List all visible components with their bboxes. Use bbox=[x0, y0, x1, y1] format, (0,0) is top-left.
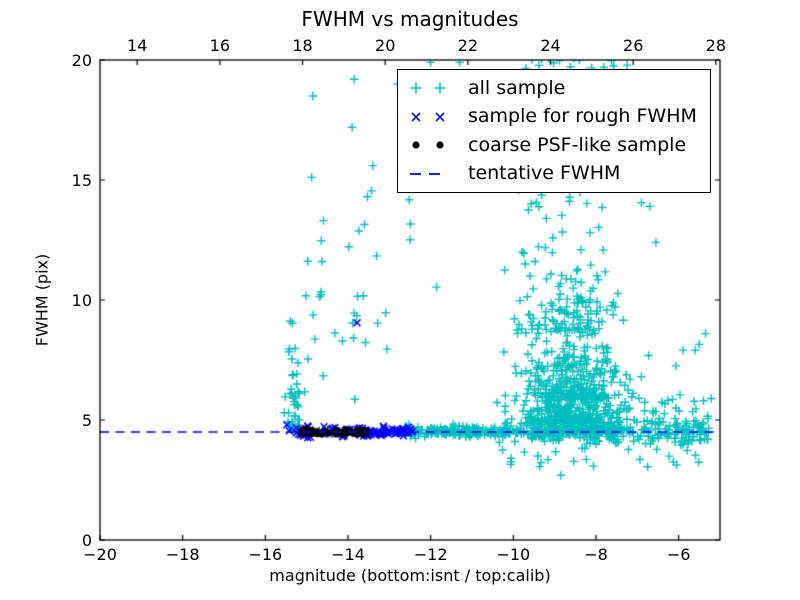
x-bottom-tick-label: −18 bbox=[165, 545, 200, 564]
x-top-tick-label: 28 bbox=[705, 36, 727, 55]
legend-label: all sample bbox=[468, 76, 566, 99]
x-top-tick-label: 20 bbox=[375, 36, 396, 55]
x-bottom-tick-label: −8 bbox=[584, 545, 608, 564]
x-bottom-tick-label: −16 bbox=[248, 545, 283, 564]
y-tick-label: 0 bbox=[81, 531, 92, 550]
x-bottom-tick-label: −20 bbox=[83, 545, 117, 564]
x-bottom-tick-label: −10 bbox=[496, 545, 531, 564]
x-bottom-tick-label: −6 bbox=[666, 545, 691, 564]
dashed-line-icon bbox=[410, 172, 440, 175]
legend-item-tentative-fwhm: tentative FWHM bbox=[406, 160, 702, 188]
x-top-tick-label: 14 bbox=[127, 36, 148, 55]
x-top-tick-label: 18 bbox=[292, 36, 313, 55]
x-bottom-tick-label: −14 bbox=[331, 545, 365, 564]
legend-item-rough-fwhm: sample for rough FWHM bbox=[406, 103, 702, 131]
y-tick-label: 10 bbox=[71, 291, 92, 310]
legend-label: coarse PSF-like sample bbox=[468, 133, 687, 156]
legend-box: all sample sample for rough FWHM coarse … bbox=[397, 69, 711, 193]
x-bottom-tick-label: −12 bbox=[413, 545, 448, 564]
x-top-tick-label: 26 bbox=[623, 36, 644, 55]
x-top-tick-label: 22 bbox=[457, 36, 479, 55]
x-top-tick-label: 16 bbox=[209, 36, 231, 55]
x-top-tick-label: 24 bbox=[540, 36, 561, 55]
legend-label: tentative FWHM bbox=[468, 162, 621, 185]
y-tick-label: 5 bbox=[81, 411, 92, 430]
cross-marker-icon bbox=[411, 112, 445, 122]
legend-item-all-sample: all sample bbox=[406, 74, 702, 102]
plus-marker-icon bbox=[411, 83, 445, 94]
y-tick-label: 20 bbox=[71, 51, 92, 70]
legend-label: sample for rough FWHM bbox=[468, 105, 697, 128]
legend-item-coarse-psf: coarse PSF-like sample bbox=[406, 131, 702, 159]
x-axis-label: magnitude (bottom:isnt / top:calib) bbox=[269, 566, 551, 585]
chart-title: FWHM vs magnitudes bbox=[301, 7, 519, 31]
y-tick-label: 15 bbox=[71, 171, 92, 190]
dot-marker-icon bbox=[412, 141, 444, 149]
